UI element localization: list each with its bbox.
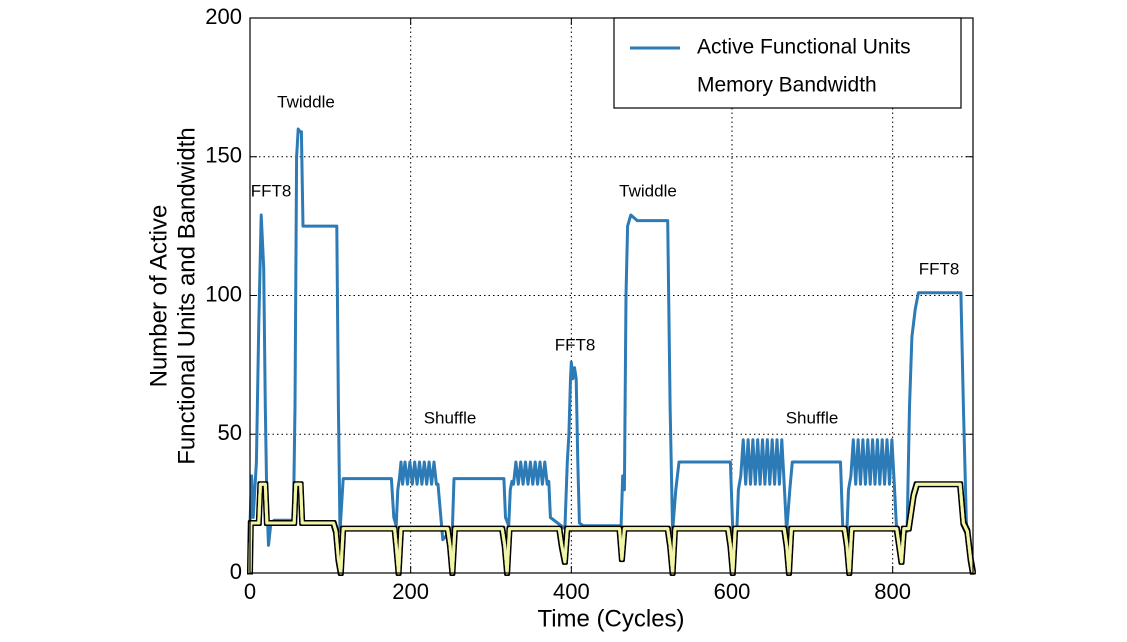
annotation: Twiddle xyxy=(277,92,335,111)
data-line xyxy=(248,127,975,568)
annotation: FFT8 xyxy=(555,335,596,354)
legend-label: Memory Bandwidth xyxy=(697,74,877,97)
data-line xyxy=(248,482,975,575)
legend-box xyxy=(613,17,962,109)
annotation: FFT8 xyxy=(919,259,960,278)
x-tick-label: 600 xyxy=(714,579,751,604)
annotation: Twiddle xyxy=(619,181,677,200)
y-axis-label: Functional Units and Bandwidth xyxy=(173,127,200,465)
y-tick-label: 200 xyxy=(205,4,242,29)
legend: Active Functional Units Memory Bandwidth xyxy=(613,17,962,109)
x-tick-label: 800 xyxy=(874,579,911,604)
x-tick-label: 0 xyxy=(244,579,256,604)
plot-frame xyxy=(249,17,974,574)
y-tick-label: 150 xyxy=(205,143,242,168)
y-axis-label: Number of Active xyxy=(145,205,172,388)
annotation: Shuffle xyxy=(424,408,477,427)
y-tick-label: 100 xyxy=(205,281,242,306)
legend-label: Active Functional Units xyxy=(697,36,911,59)
y-tick-label: 0 xyxy=(230,559,242,584)
annotation: FFT8 xyxy=(251,181,292,200)
annotation: Shuffle xyxy=(786,408,839,427)
x-tick-label: 400 xyxy=(553,579,590,604)
y-tick-label: 50 xyxy=(218,420,242,445)
x-axis-label: Time (Cycles) xyxy=(537,605,684,632)
x-tick-label: 200 xyxy=(392,579,429,604)
